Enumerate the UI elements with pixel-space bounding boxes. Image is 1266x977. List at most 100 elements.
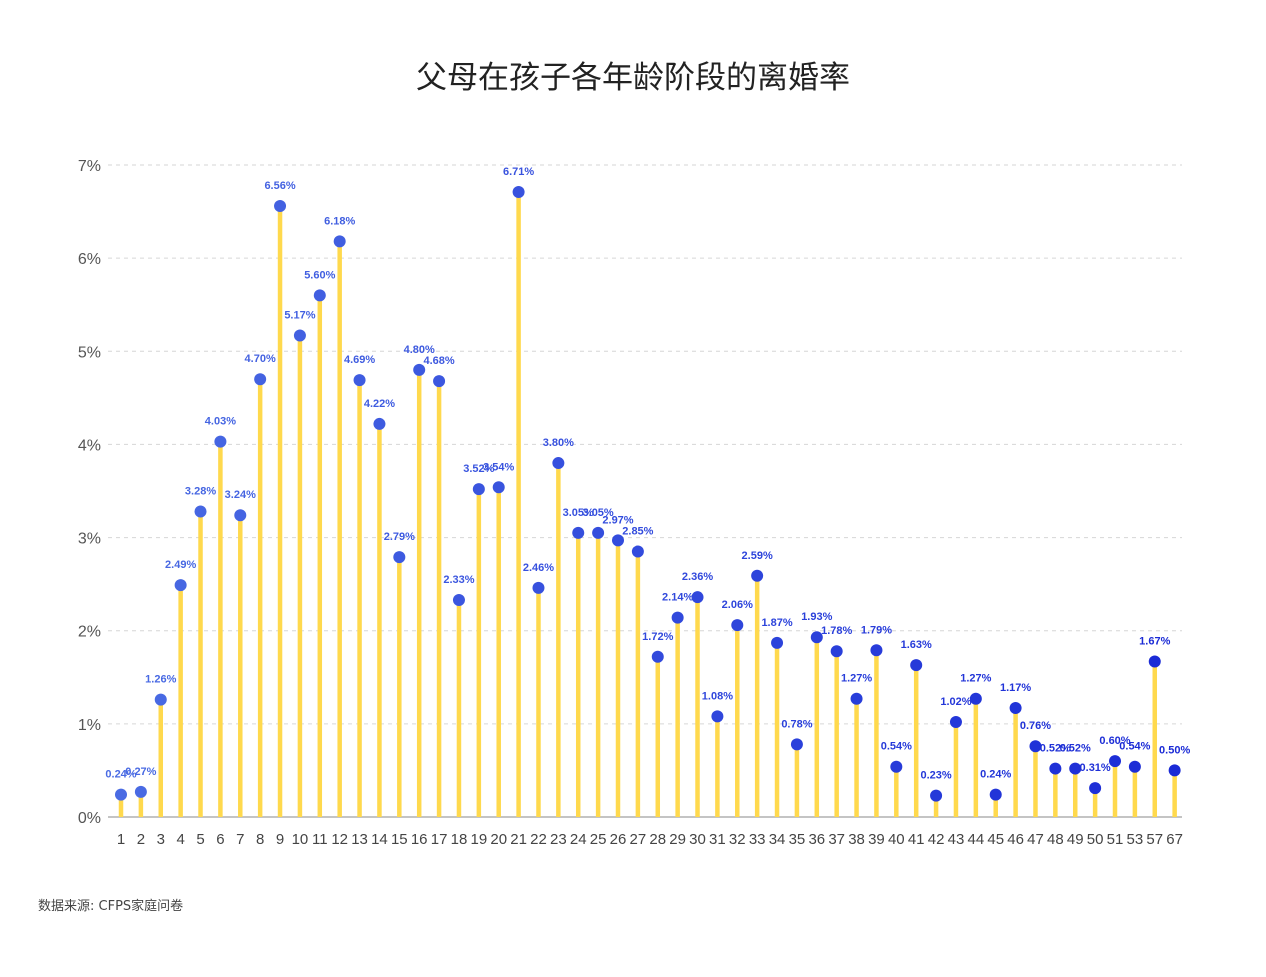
data-label: 2.79% <box>384 531 415 543</box>
x-tick-label: 37 <box>828 831 845 848</box>
data-label: 1.17% <box>1000 682 1031 694</box>
data-label: 6.71% <box>503 166 534 178</box>
x-tick-label: 40 <box>888 831 905 848</box>
data-point <box>890 760 903 773</box>
data-point <box>870 644 883 657</box>
data-point <box>452 593 465 606</box>
x-tick-label: 33 <box>749 831 766 848</box>
x-tick-label: 36 <box>808 831 825 848</box>
y-tick-label: 4% <box>78 437 101 454</box>
data-label: 0.27% <box>125 766 156 778</box>
data-point <box>433 375 446 388</box>
data-point <box>274 199 287 212</box>
x-tick-label: 32 <box>729 831 746 848</box>
data-point <box>771 636 784 649</box>
x-tick-label: 43 <box>948 831 965 848</box>
data-label: 1.67% <box>1139 635 1170 647</box>
data-point <box>910 659 923 672</box>
data-label: 2.59% <box>742 550 773 562</box>
data-point <box>651 650 664 663</box>
x-tick-label: 49 <box>1067 831 1084 848</box>
data-label: 3.05% <box>563 507 594 519</box>
data-point <box>1009 702 1022 715</box>
x-tick-label: 48 <box>1047 831 1064 848</box>
data-point <box>373 417 386 430</box>
data-point <box>194 505 207 518</box>
label-layer: 0.24%0.27%1.26%2.49%3.28%4.03%3.24%4.70%… <box>105 166 1190 782</box>
data-point <box>949 715 962 728</box>
x-tick-label: 6 <box>216 831 224 848</box>
y-tick-label: 0% <box>78 810 101 827</box>
data-label: 4.68% <box>423 355 454 367</box>
x-tick-label: 38 <box>848 831 865 848</box>
x-tick-label: 15 <box>391 831 408 848</box>
data-label: 2.33% <box>443 574 474 586</box>
chart-title: 父母在孩子各年龄阶段的离婚率 <box>416 60 850 96</box>
data-label: 1.78% <box>821 625 852 637</box>
dot-layer <box>115 186 1181 802</box>
data-label: 6.56% <box>264 180 295 192</box>
data-source-note: 数据来源: CFPS家庭问卷 <box>38 899 184 914</box>
data-point <box>790 738 803 751</box>
data-label: 4.70% <box>245 353 276 365</box>
data-point <box>214 435 227 448</box>
x-tick-label: 14 <box>371 831 388 848</box>
data-label: 2.97% <box>602 514 633 526</box>
data-point <box>1029 740 1042 753</box>
data-point <box>711 710 724 723</box>
data-point <box>989 788 1002 801</box>
data-label: 1.87% <box>761 617 792 629</box>
data-label: 3.24% <box>225 489 256 501</box>
x-tick-label: 39 <box>868 831 885 848</box>
data-label: 1.72% <box>642 631 673 643</box>
x-tick-label: 2 <box>137 831 145 848</box>
x-tick-label: 19 <box>470 831 487 848</box>
data-point <box>512 186 525 199</box>
data-point <box>1089 782 1102 795</box>
data-point <box>174 579 187 592</box>
x-tick-label: 29 <box>669 831 686 848</box>
data-label: 2.46% <box>523 562 554 574</box>
x-tick-label: 31 <box>709 831 726 848</box>
data-label: 1.26% <box>145 674 176 686</box>
data-point <box>353 374 366 387</box>
x-tick-label: 4 <box>176 831 184 848</box>
x-tick-label: 67 <box>1166 831 1183 848</box>
data-label: 5.17% <box>284 309 315 321</box>
data-label: 2.36% <box>682 571 713 583</box>
x-tick-label: 26 <box>610 831 627 848</box>
x-tick-label: 28 <box>649 831 666 848</box>
data-label: 3.05% <box>583 507 614 519</box>
y-tick-label: 6% <box>78 251 101 268</box>
data-label: 3.54% <box>483 461 514 473</box>
x-tick-label: 25 <box>590 831 607 848</box>
x-tick-label: 50 <box>1087 831 1104 848</box>
data-label: 1.93% <box>801 611 832 623</box>
data-label: 0.52% <box>1040 743 1071 755</box>
grid-layer <box>108 164 1182 818</box>
data-label: 0.50% <box>1159 744 1190 756</box>
data-point <box>731 619 744 632</box>
y-tick-label: 3% <box>78 531 101 548</box>
data-label: 3.80% <box>543 437 574 449</box>
data-label: 2.14% <box>662 592 693 604</box>
data-label: 4.80% <box>404 344 435 356</box>
x-tick-label: 16 <box>411 831 428 848</box>
stem-layer <box>118 192 1177 817</box>
data-point <box>413 363 426 376</box>
x-tick-label: 17 <box>431 831 448 848</box>
data-point <box>1128 760 1141 773</box>
data-point <box>234 509 247 522</box>
x-tick-label: 44 <box>967 831 984 848</box>
data-point <box>1109 755 1121 768</box>
x-tick-label: 10 <box>292 831 309 848</box>
data-label: 0.52% <box>1060 743 1091 755</box>
data-label: 1.02% <box>940 696 971 708</box>
data-label: 1.63% <box>901 639 932 651</box>
x-tick-label: 7 <box>236 831 244 848</box>
data-label: 1.27% <box>960 673 991 685</box>
y-tick-label: 2% <box>78 624 101 641</box>
data-point <box>830 645 843 658</box>
x-tick-label: 53 <box>1127 831 1144 848</box>
